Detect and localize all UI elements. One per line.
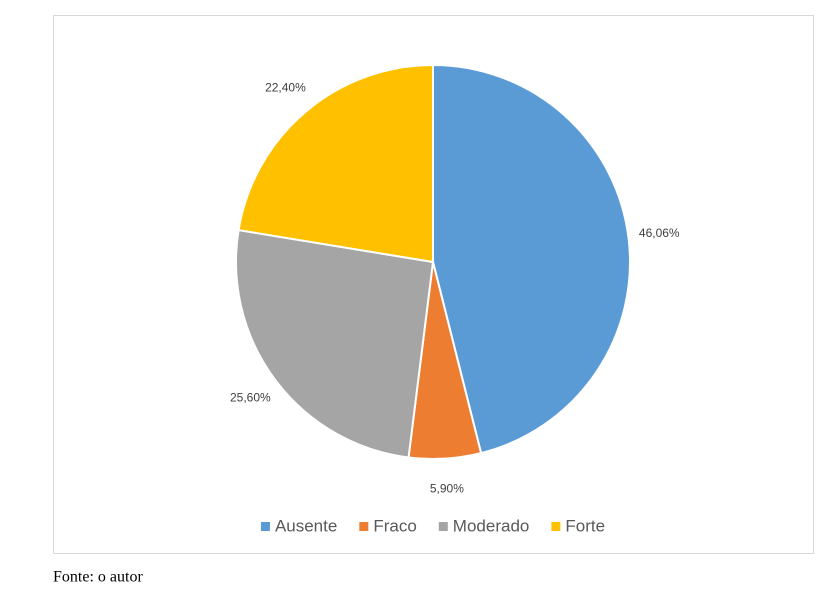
data-label: 5,90% bbox=[430, 482, 464, 496]
legend-label: Fraco bbox=[373, 516, 416, 535]
data-label: 46,06% bbox=[639, 226, 680, 240]
legend-swatch bbox=[359, 522, 369, 531]
legend-label: Ausente bbox=[275, 516, 337, 535]
legend-swatch bbox=[551, 522, 561, 531]
legend-label: Forte bbox=[565, 516, 605, 535]
legend-label: Moderado bbox=[453, 516, 530, 535]
pie-slice bbox=[432, 63, 631, 455]
pie-slice bbox=[235, 228, 435, 459]
data-label: 25,60% bbox=[230, 391, 271, 405]
legend-swatch bbox=[260, 522, 270, 531]
source-caption: Fonte: o autor bbox=[53, 569, 143, 586]
data-label: 22,40% bbox=[265, 80, 306, 94]
legend-swatch bbox=[438, 522, 448, 531]
pie-slice bbox=[237, 63, 434, 264]
